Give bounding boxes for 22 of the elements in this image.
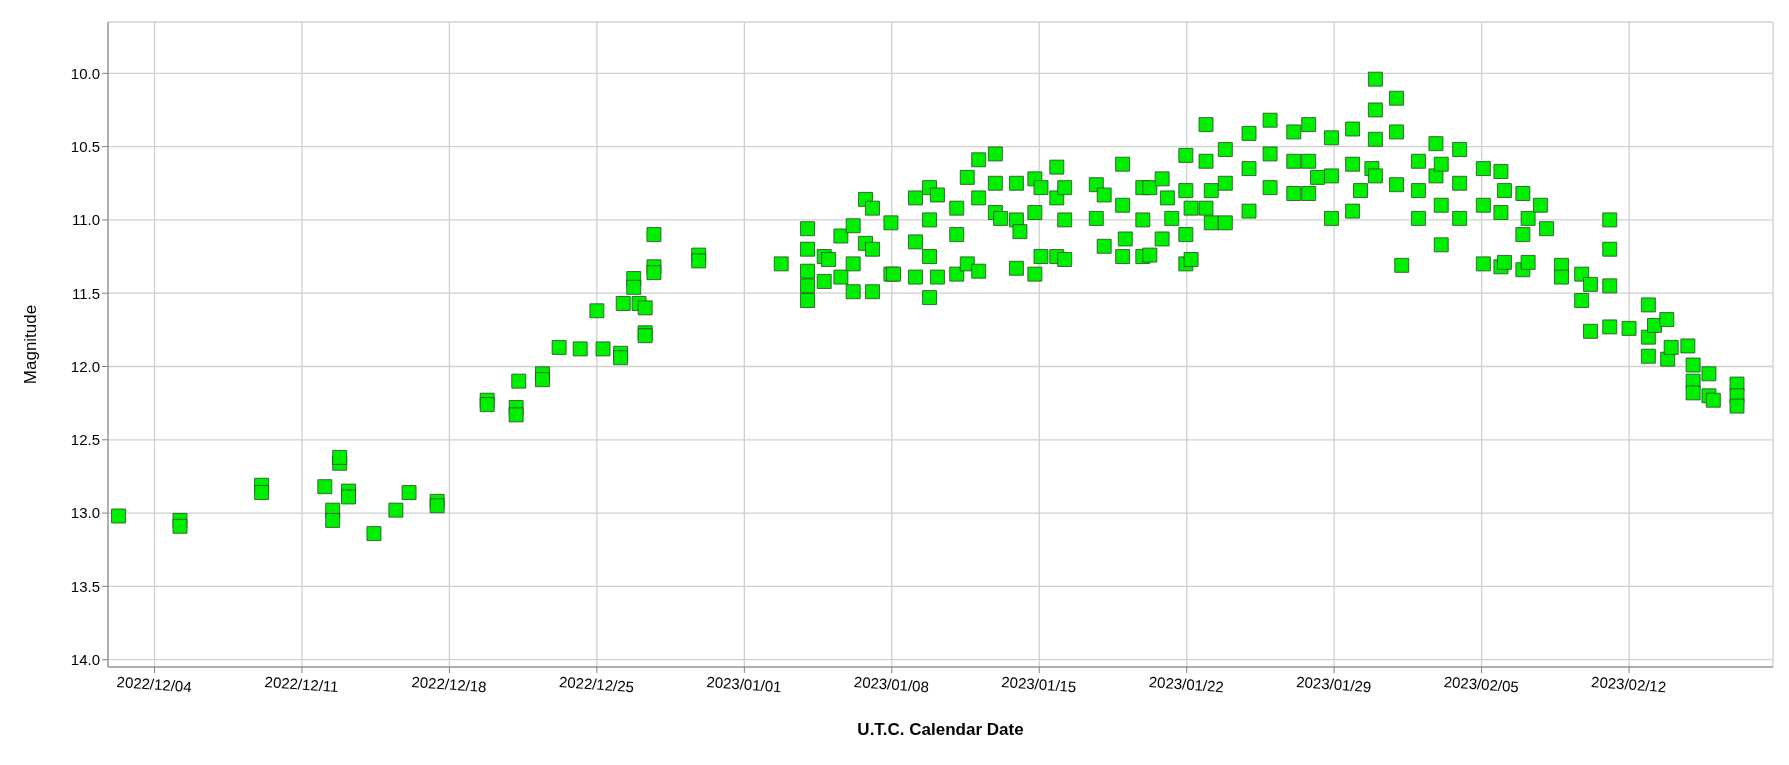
- y-tick-label: 13.0: [70, 504, 100, 522]
- y-tick-label: 13.5: [70, 577, 100, 595]
- x-tick-label: 2023/02/12: [1590, 673, 1667, 696]
- x-tick-label: 2023/02/05: [1443, 673, 1520, 696]
- y-tick-label: 10.5: [70, 137, 100, 155]
- x-axis-title: U.T.C. Calendar Date: [857, 720, 1024, 739]
- y-axis-title: Magnitude: [21, 304, 41, 385]
- y-tick-label: 11.0: [71, 211, 100, 229]
- x-tick-label: 2023/01/29: [1295, 673, 1372, 696]
- y-tick-label: 14.0: [70, 651, 100, 668]
- y-tick-label: 10.0: [70, 64, 100, 82]
- x-tick-label: 2022/12/25: [558, 673, 635, 696]
- x-tick-label: 2023/01/15: [1000, 673, 1077, 696]
- x-tick-label: 2023/01/08: [853, 673, 930, 696]
- x-tick-label: 2022/12/04: [116, 673, 193, 696]
- y-tick-label: 12.0: [70, 357, 100, 375]
- x-tick-label: 2023/01/01: [705, 673, 783, 696]
- x-tick-label: 2023/01/22: [1148, 673, 1225, 696]
- y-tick-label: 11.5: [71, 284, 100, 302]
- y-tick-label: 12.5: [70, 431, 100, 449]
- x-tick-label: 2022/12/18: [411, 673, 488, 696]
- x-tick-label: 2022/12/11: [264, 673, 340, 696]
